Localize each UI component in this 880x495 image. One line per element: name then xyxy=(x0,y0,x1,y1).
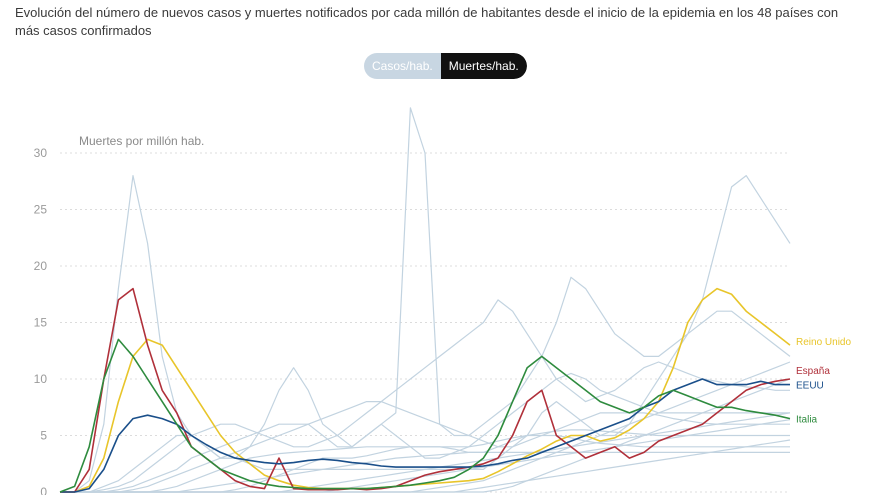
series-label-italia: Italia xyxy=(796,415,818,426)
y-tick-label: 10 xyxy=(34,372,48,386)
metric-toggle[interactable]: Casos/hab. Muertes/hab. xyxy=(364,53,527,79)
series-line-background xyxy=(60,372,790,493)
chart-subtitle: Evolución del número de nuevos casos y m… xyxy=(15,5,839,38)
y-tick-label: 0 xyxy=(40,485,47,495)
series-line-background xyxy=(60,299,790,493)
grid-layer: 0 5 10 15 20 25 30 xyxy=(34,146,790,495)
cases-per-capita-button[interactable]: Casos/hab. xyxy=(364,53,441,79)
series-label-españa: España xyxy=(796,366,830,377)
y-tick-label: 25 xyxy=(34,203,48,217)
series-line-background xyxy=(60,419,791,493)
series-line-background xyxy=(60,451,790,493)
series-line-eeuu[interactable] xyxy=(60,378,790,493)
y-tick-label: 15 xyxy=(34,316,48,330)
highlighted-country-lines xyxy=(59,287,791,493)
series-labels: Reino Unido España EEUU Italia xyxy=(796,337,851,425)
y-tick-label: 5 xyxy=(40,429,47,443)
y-tick-label: 20 xyxy=(34,259,48,273)
y-tick-label: 30 xyxy=(34,146,48,160)
series-line-background xyxy=(60,107,791,493)
series-label-reino-unido: Reino Unido xyxy=(796,337,851,348)
y-axis-label: Muertes por millón hab. xyxy=(79,134,204,148)
series-line-background xyxy=(60,401,790,493)
series-line-italia[interactable] xyxy=(59,338,791,493)
deaths-per-capita-button[interactable]: Muertes/hab. xyxy=(440,53,527,79)
series-line-españa[interactable] xyxy=(60,287,791,493)
series-line-reino-unido[interactable] xyxy=(60,287,791,493)
series-label-eeuu: EEUU xyxy=(796,381,824,392)
series-line-background xyxy=(60,175,791,493)
background-country-lines xyxy=(60,107,791,493)
